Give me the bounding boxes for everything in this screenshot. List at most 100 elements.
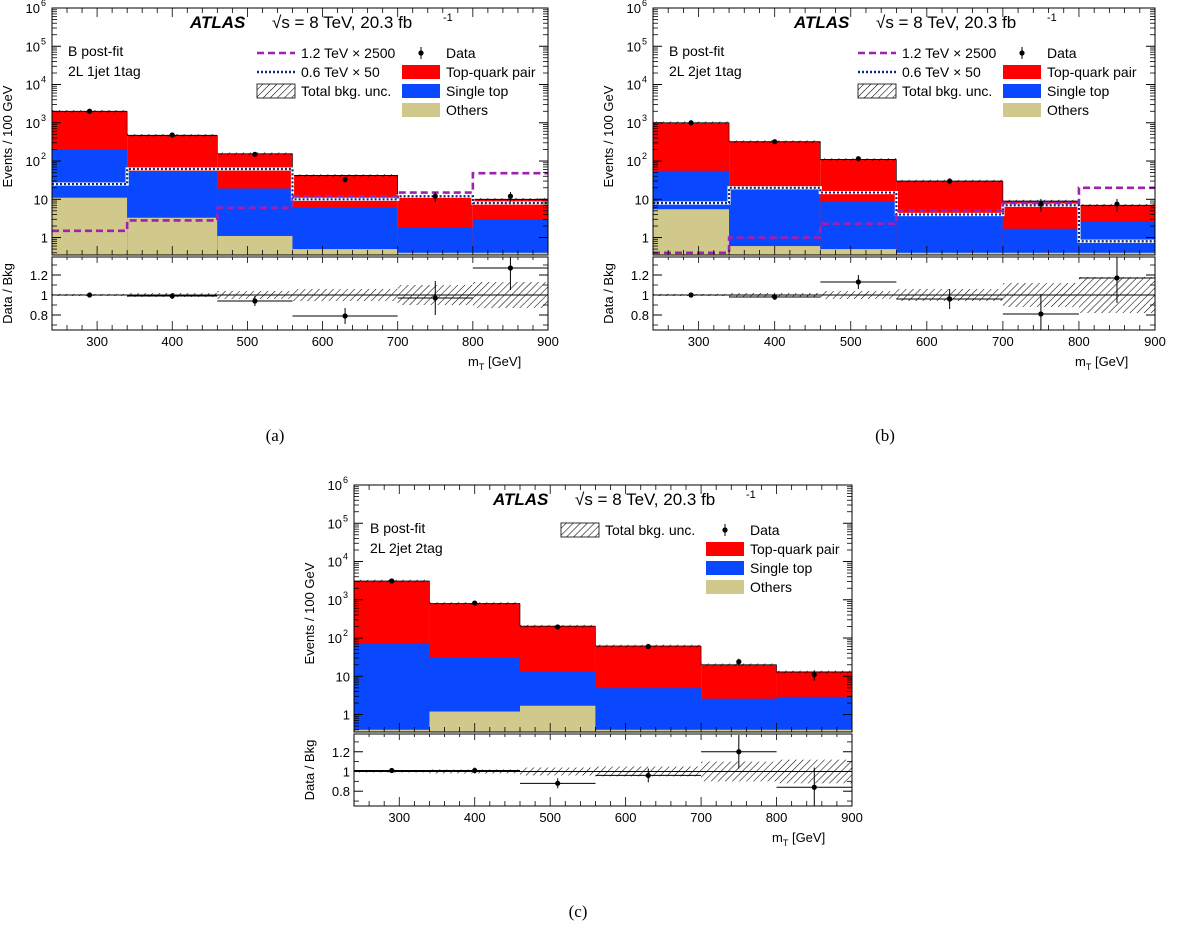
legend-unc-swatch [560,522,600,538]
x-tick-label: 900 [537,334,559,349]
y-tick-label: 1 [343,708,350,723]
data-point [555,624,561,630]
ratio-point [472,767,478,774]
x-tick-label: 400 [464,810,486,825]
data-point [947,178,953,184]
bar-single-top [701,698,777,732]
ratio-point [645,772,651,779]
legend-single-top-swatch [1003,84,1041,98]
y-tick-exponent: 4 [642,75,647,85]
y-tick-exponent: 4 [343,552,348,562]
legend-others-label: Others [750,579,792,595]
bar-single-top [292,207,398,255]
atlas-label: ATLAS [793,13,850,32]
bar-others [595,729,702,732]
bar-others [820,249,897,255]
ratio-point [432,295,438,301]
region-label: 2L 1jet 1tag [68,63,141,79]
lumi-exponent: -1 [746,489,756,501]
bar-single-top [1002,228,1079,255]
x-tick-label: 600 [916,334,938,349]
data-point [811,672,817,678]
ratio-point [252,298,258,304]
signal-12-line [653,186,1155,255]
y-tick-exponent: 6 [642,0,647,8]
y-tick-label: 10 [627,1,641,16]
lumi-exponent: -1 [1047,12,1057,24]
y-tick-exponent: 6 [343,475,348,485]
bar-others [896,252,1003,255]
y-tick-label: 1 [642,231,649,246]
legend-data-label: Data [1047,45,1077,61]
x-tick-label: 300 [86,334,108,349]
data-point [252,151,258,157]
y-tick-label: 10 [627,154,641,169]
bar-others [292,249,398,255]
y-tick-label: 10 [328,516,342,531]
energy-label: √s = 8 TeV, 20.3 fb [272,13,412,32]
x-tick-label: 500 [237,334,259,349]
legend-sig06-label: 0.6 TeV × 50 [301,64,380,80]
x-axis-label: mT [GeV] [772,830,825,848]
legend-unc-swatch [857,83,897,99]
data-point [389,578,395,584]
bar-others [520,705,596,732]
x-tick-label: 300 [688,334,710,349]
caption-b: (b) [875,426,895,445]
bar-single-top [820,201,897,255]
ratio-y-tick-label: 0.8 [30,308,48,323]
status-label: B post-fit [68,43,123,59]
x-axis-label: mT [GeV] [1075,354,1128,372]
bar-others [429,711,520,732]
data-point [507,193,514,199]
signal-06-line [52,167,548,205]
legend-single-top-label: Single top [750,560,812,576]
legend-sig12-label: 1.2 TeV × 2500 [301,45,396,61]
y-tick-label: 10 [627,39,641,54]
y-tick-exponent: 3 [41,113,46,123]
data-point [169,132,175,138]
caption-c: (c) [569,902,588,921]
legend-data-marker [722,527,728,533]
bar-single-top [1078,221,1155,255]
ratio-y-axis-label: Data / Bkg [302,740,317,801]
x-tick-label: 700 [690,810,712,825]
region-label: 2L 2jet 2tag [370,540,443,556]
y-tick-label: 10 [34,192,48,207]
ratio-point [772,294,778,300]
energy-label: √s = 8 TeV, 20.3 fb [575,490,715,509]
data-point [1114,201,1120,207]
x-tick-label: 700 [387,334,409,349]
bar-others [1078,252,1155,255]
legend-unc-label: Total bkg. unc. [301,83,391,99]
bar-others [52,197,128,255]
legend-single-top-label: Single top [446,83,508,99]
signal-06-line [653,186,1155,243]
x-tick-label: 800 [462,334,484,349]
y-tick-label: 10 [26,154,40,169]
x-tick-label: 600 [615,810,637,825]
data-point [1038,201,1044,207]
y-tick-exponent: 6 [41,0,46,8]
y-tick-exponent: 4 [41,75,46,85]
x-tick-label: 800 [766,810,788,825]
ratio-y-tick-label: 1.2 [332,745,350,760]
y-tick-label: 10 [26,1,40,16]
legend-single-top-swatch [402,84,440,98]
y-tick-exponent: 2 [642,151,647,161]
ratio-point [169,293,175,299]
y-tick-label: 10 [627,78,641,93]
data-point [772,139,778,145]
ratio-point [507,265,514,271]
data-point [342,176,348,183]
x-tick-label: 800 [1068,334,1090,349]
y-tick-exponent: 3 [343,590,348,600]
data-point [432,193,438,199]
ratio-frame [51,256,549,331]
y-tick-label: 10 [26,116,40,131]
bar-others [472,252,548,255]
atlas-label: ATLAS [492,490,549,509]
ratio-y-tick-label: 1 [642,288,649,303]
bar-others [653,209,730,255]
